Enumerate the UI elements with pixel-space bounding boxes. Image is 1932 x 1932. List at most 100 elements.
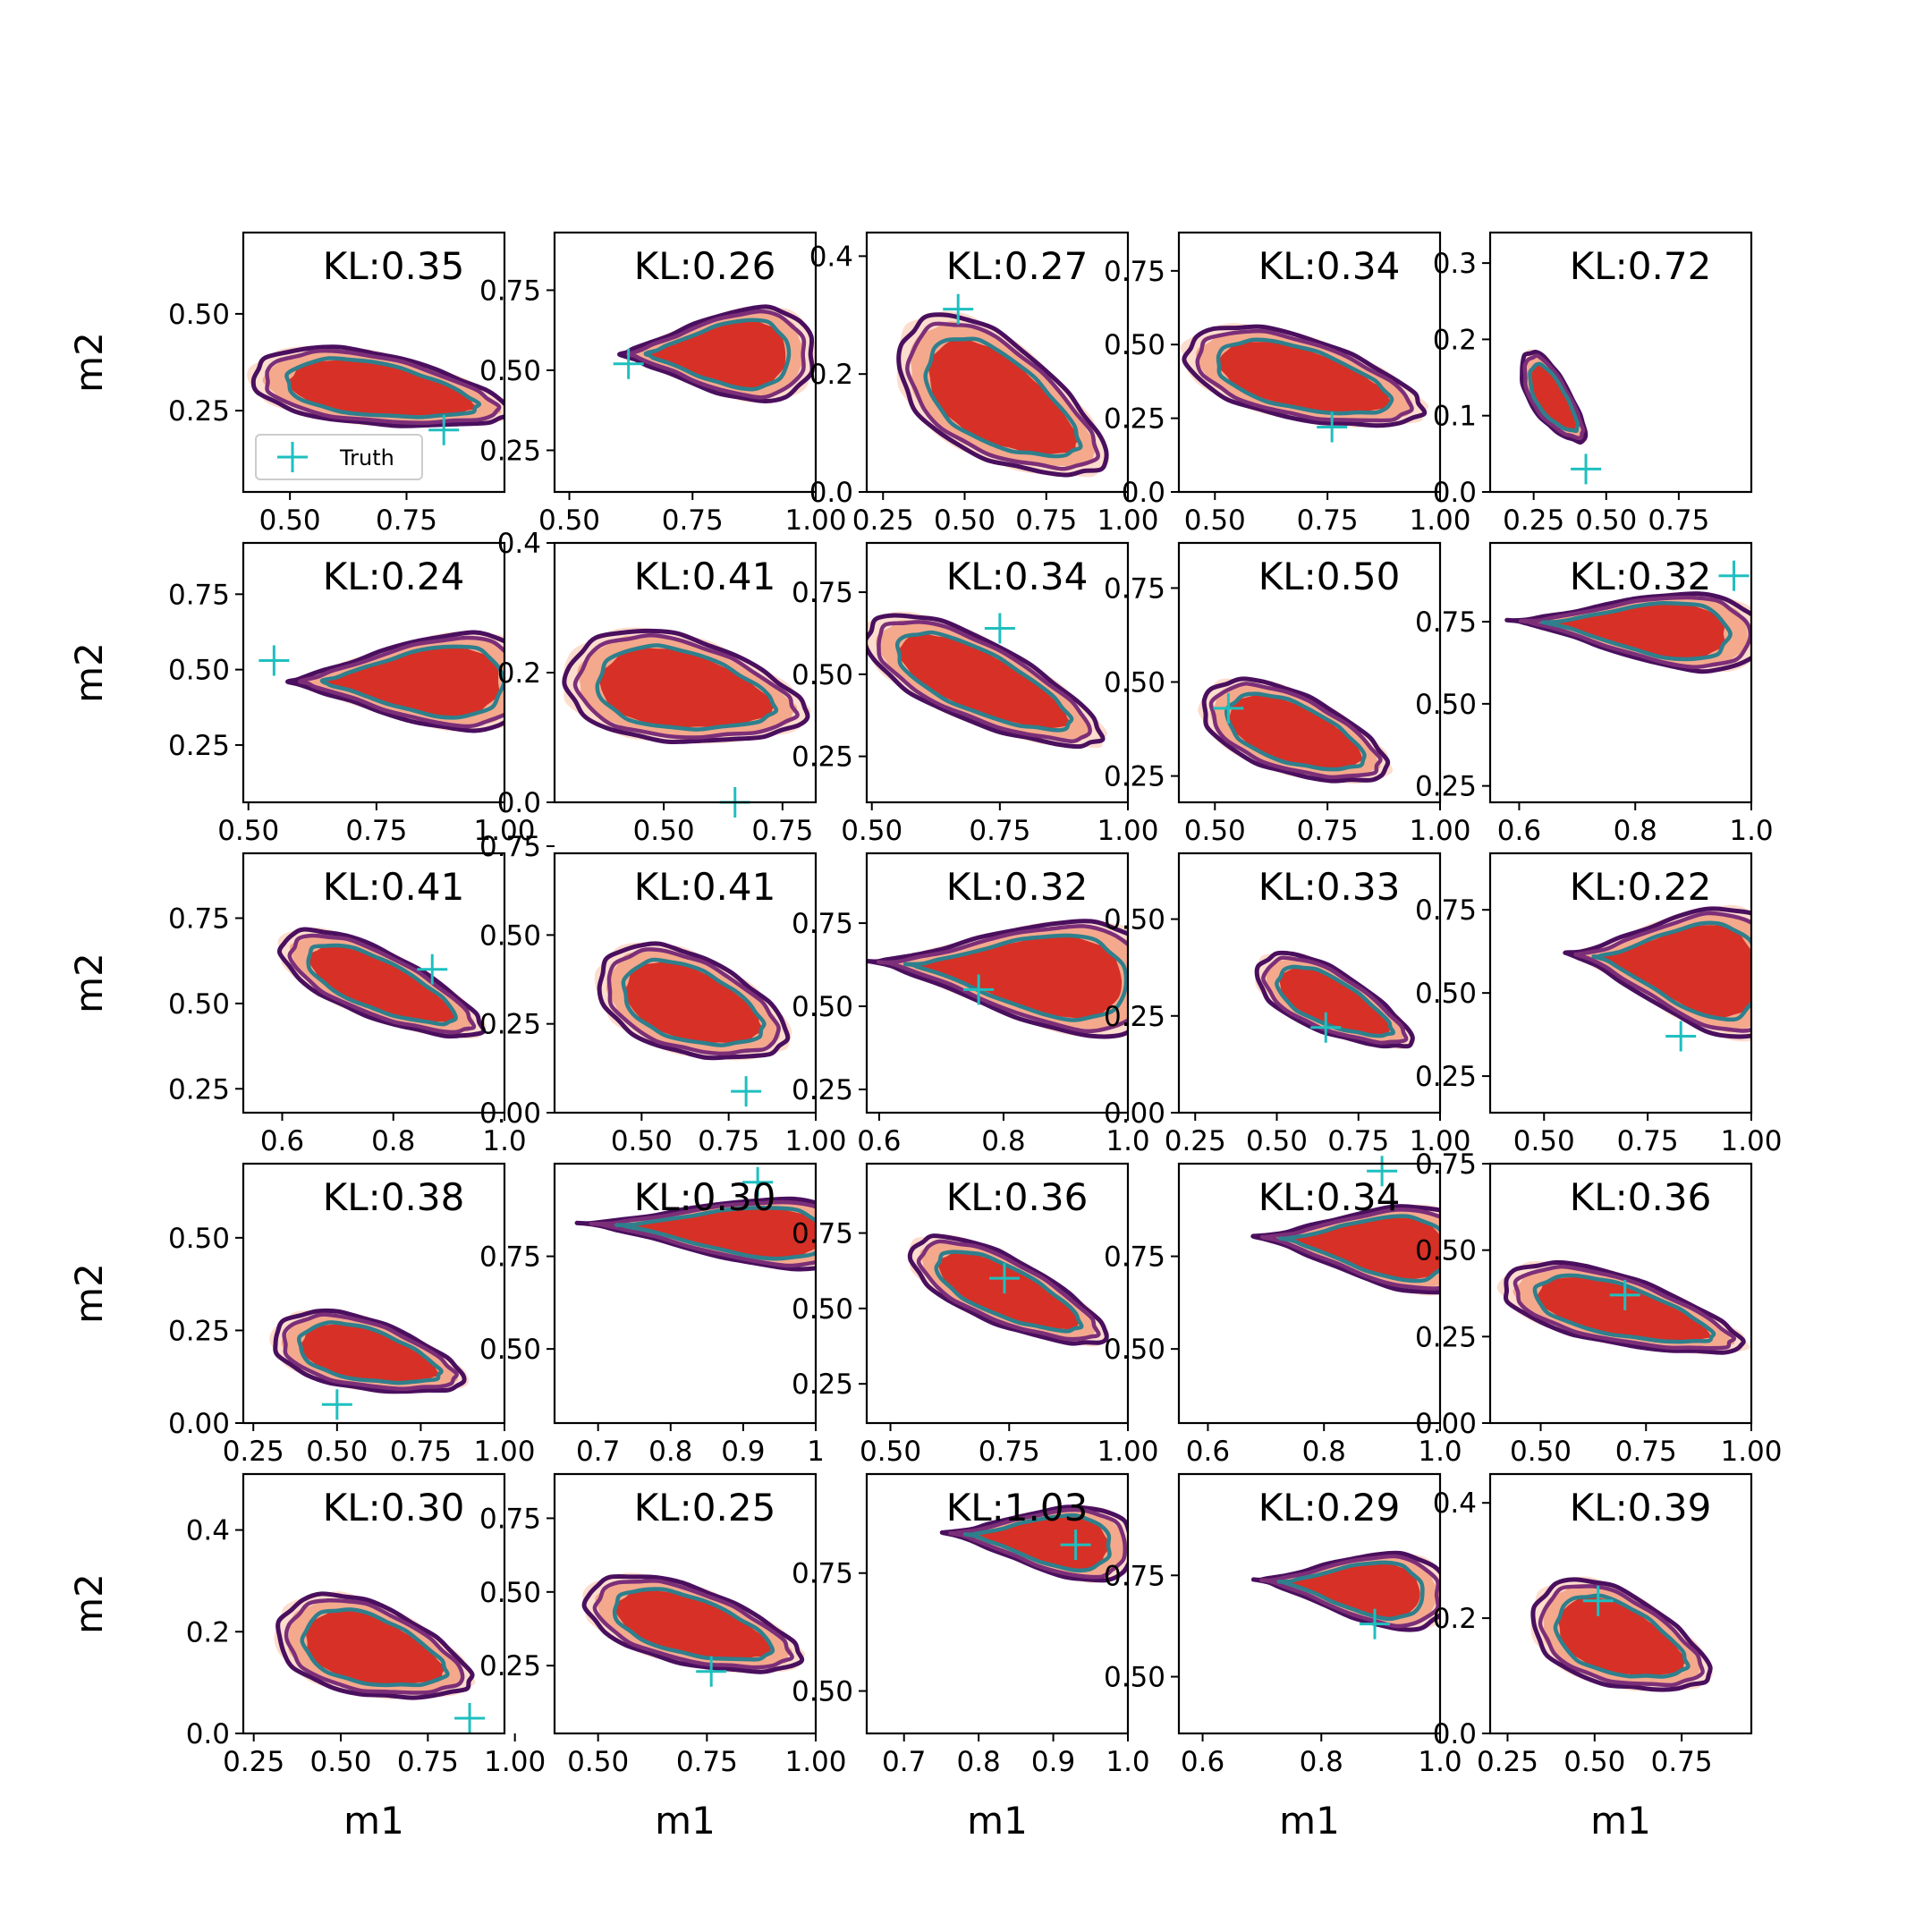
y-tick-label: 0.50 bbox=[1104, 667, 1165, 699]
kl-label: KL:1.03 bbox=[946, 1486, 1089, 1530]
y-tick-label: 0.75 bbox=[1104, 1560, 1165, 1592]
density-fill-inner bbox=[305, 1609, 445, 1686]
density-fill-inner bbox=[1557, 1596, 1687, 1677]
kl-label: KL:0.27 bbox=[946, 244, 1089, 288]
kl-label: KL:0.30 bbox=[634, 1175, 776, 1219]
kl-label: KL:0.26 bbox=[634, 244, 776, 288]
kl-label: KL:0.24 bbox=[323, 555, 465, 598]
axes-frame bbox=[553, 852, 818, 1114]
x-tick-label: 1.00 bbox=[473, 1436, 535, 1468]
y-tick-label: 0.25 bbox=[1415, 1321, 1477, 1353]
contour-outer bbox=[273, 1308, 467, 1394]
density-plot bbox=[1520, 349, 1589, 445]
x-tick-label: 0.50 bbox=[611, 1125, 673, 1157]
legend-box bbox=[255, 434, 423, 480]
density-fill-inner bbox=[1229, 694, 1362, 768]
contour-inner bbox=[319, 644, 504, 720]
truth-marker bbox=[742, 1166, 774, 1198]
x-tick-label: 1.0 bbox=[1418, 1436, 1462, 1468]
subplot-24: KL:0.29 0.6 0.8 1.0 0.50 0.75 m1 bbox=[1104, 1472, 1462, 1843]
y-tick-label: 0.0 bbox=[497, 787, 541, 819]
y-tick-label: 0.50 bbox=[479, 1334, 541, 1366]
contour-inner bbox=[284, 356, 482, 419]
density-plot bbox=[276, 927, 487, 1039]
x-tick-label: 1.00 bbox=[473, 815, 535, 847]
contour-outer bbox=[285, 630, 504, 733]
y-tick-label: 0.50 bbox=[168, 1223, 230, 1255]
truth-marker bbox=[984, 613, 1015, 644]
x-tick-label: 0.25 bbox=[223, 1746, 284, 1778]
x-tick-label: 0.75 bbox=[1327, 1125, 1389, 1157]
x-tick-label: 0.7 bbox=[882, 1746, 926, 1778]
contour-middle bbox=[877, 924, 1128, 1034]
y-tick-label: 0.0 bbox=[1122, 477, 1165, 509]
contour-outer bbox=[1503, 1259, 1746, 1355]
truth-marker bbox=[731, 1076, 762, 1107]
contour-middle bbox=[1195, 328, 1414, 423]
kl-label: KL:0.41 bbox=[634, 555, 776, 598]
axes-frame bbox=[865, 1162, 1130, 1425]
kl-label: KL:0.50 bbox=[1258, 555, 1401, 598]
axes-frame bbox=[242, 1162, 506, 1425]
contour-middle bbox=[948, 1507, 1128, 1580]
contour-inner bbox=[894, 630, 1074, 733]
contour-outer bbox=[867, 919, 1128, 1039]
density-plot bbox=[936, 1504, 1128, 1583]
y-tick-label: 0.75 bbox=[1104, 572, 1165, 605]
axes-frame bbox=[1488, 852, 1753, 1114]
x-tick-label: 0.8 bbox=[1300, 1746, 1343, 1778]
truth-marker bbox=[428, 414, 460, 445]
y-axis-label: m2 bbox=[67, 953, 111, 1013]
y-tick-label: 0.25 bbox=[168, 1073, 230, 1106]
y-tick-label: 0.75 bbox=[168, 903, 230, 936]
contour-middle bbox=[1522, 353, 1586, 440]
x-tick-label: 1.00 bbox=[1097, 1436, 1158, 1468]
density-fill-inner bbox=[623, 961, 763, 1044]
y-tick-label: 0.4 bbox=[809, 241, 853, 273]
contour-inner bbox=[296, 1320, 444, 1385]
contour-inner bbox=[962, 1513, 1112, 1573]
contour-middle bbox=[572, 633, 800, 740]
x-tick-label: 1.00 bbox=[784, 504, 846, 537]
density-plot bbox=[269, 1308, 470, 1394]
density-plot bbox=[617, 304, 816, 404]
truth-marker bbox=[963, 974, 995, 1005]
subplot-1: KL:0.35 0.50 0.75 0.25 0.50 m2 Truth bbox=[67, 231, 506, 537]
kl-label: KL:0.72 bbox=[1570, 244, 1712, 288]
density-plot bbox=[581, 1572, 805, 1674]
x-tick-label: 0.25 bbox=[223, 1436, 284, 1468]
x-tick-label: 0.50 bbox=[306, 1436, 368, 1468]
contour-outer bbox=[1254, 950, 1415, 1049]
y-tick-label: 0.25 bbox=[479, 1650, 541, 1682]
x-tick-label: 1.0 bbox=[1418, 1746, 1462, 1778]
x-tick-label: 0.50 bbox=[1510, 1436, 1572, 1468]
subplot-12: KL:0.41 0.50 0.75 1.00 0.00 0.25 0.50 0.75 bbox=[479, 831, 847, 1157]
axes-frame bbox=[1177, 541, 1442, 804]
contour-middle bbox=[1513, 1264, 1736, 1351]
contour-outer bbox=[1250, 1204, 1440, 1295]
y-tick-label: 0.2 bbox=[1433, 324, 1477, 356]
subplot-19: KL:0.34 0.6 0.8 1.0 0.50 0.75 bbox=[1104, 1156, 1462, 1468]
y-tick-label: 0.25 bbox=[1104, 761, 1165, 793]
contour-outer bbox=[1563, 906, 1751, 1039]
contour-inner bbox=[300, 1607, 450, 1688]
density-plot bbox=[274, 1591, 476, 1700]
contour-inner bbox=[1216, 337, 1394, 416]
y-tick-label: 0.00 bbox=[168, 1408, 230, 1440]
y-tick-label: 0.0 bbox=[1433, 1718, 1477, 1750]
x-tick-label: 0.75 bbox=[698, 1125, 759, 1157]
density-plot bbox=[562, 627, 811, 745]
density-plot bbox=[1496, 1259, 1750, 1355]
x-axis-label: m1 bbox=[967, 1799, 1028, 1843]
subplot-13: KL:0.32 0.6 0.8 1.0 0.25 0.50 0.75 bbox=[792, 852, 1150, 1157]
density-fill-inner bbox=[1595, 925, 1751, 1019]
axes-frame bbox=[1488, 231, 1753, 494]
density-plot bbox=[1254, 950, 1415, 1049]
axes-frame bbox=[553, 1472, 818, 1735]
y-tick-label: 0.50 bbox=[1415, 978, 1477, 1010]
y-tick-label: 0.25 bbox=[1104, 403, 1165, 436]
contour-outer bbox=[276, 927, 487, 1039]
density-fill-inner bbox=[928, 338, 1080, 455]
x-tick-label: 0.9 bbox=[721, 1436, 765, 1468]
